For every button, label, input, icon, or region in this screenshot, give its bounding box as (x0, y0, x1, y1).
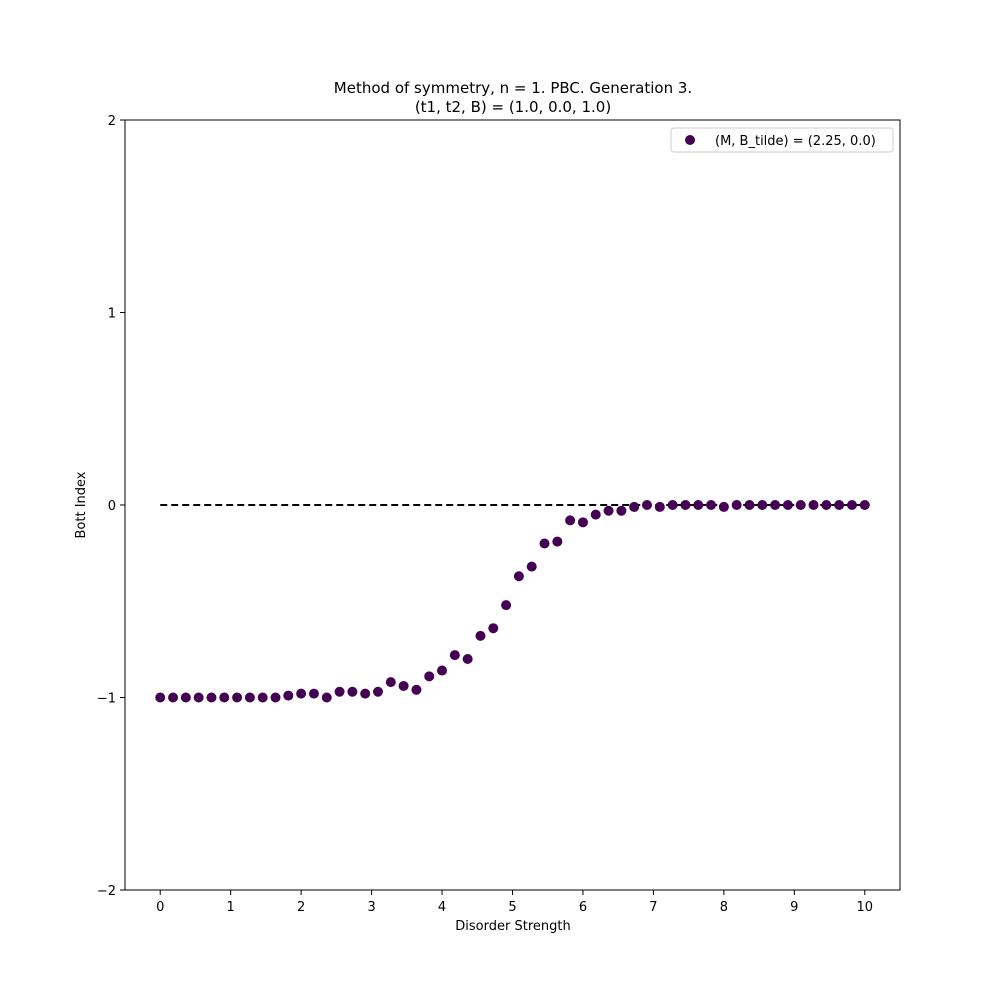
data-point (488, 623, 499, 634)
y-axis-label: Bott Index (74, 471, 89, 538)
data-point (219, 692, 230, 703)
data-point (180, 692, 191, 703)
data-point (642, 500, 653, 510)
data-point (257, 692, 268, 703)
data-point (437, 665, 448, 676)
data-point (757, 500, 768, 510)
data-point (411, 684, 422, 695)
data-point (398, 680, 409, 691)
data-point (731, 500, 742, 510)
data-point (321, 692, 332, 703)
data-point (526, 561, 537, 572)
data-point (347, 686, 358, 697)
y-tick-label: 2 (108, 114, 116, 129)
data-point (501, 600, 512, 611)
x-tick-label: 4 (438, 900, 446, 915)
scatter-series (155, 500, 870, 703)
x-tick-label: 1 (227, 900, 235, 915)
data-point (270, 692, 281, 703)
data-point (590, 509, 601, 520)
data-point (513, 571, 524, 582)
x-tick-label: 5 (508, 900, 516, 915)
data-point (834, 500, 845, 510)
data-point (782, 500, 793, 510)
data-point (821, 500, 832, 510)
data-point (539, 538, 550, 549)
data-point (565, 515, 576, 526)
data-point (206, 692, 217, 703)
data-point (308, 688, 319, 699)
data-point (629, 501, 640, 512)
data-point (795, 500, 806, 510)
data-point (334, 686, 345, 697)
data-point (168, 692, 179, 703)
data-point (859, 500, 870, 510)
y-tick-label: 1 (108, 307, 116, 322)
legend-box (670, 127, 894, 153)
legend: (M, B_tilde) = (2.25, 0.0) (670, 127, 894, 153)
data-point (846, 500, 857, 510)
data-point (193, 692, 204, 703)
chart-title-line1: Method of symmetry, n = 1. PBC. Generati… (334, 79, 692, 97)
data-point (552, 536, 563, 547)
data-point (232, 692, 243, 703)
x-tick-label: 10 (856, 900, 873, 915)
legend-marker (685, 135, 695, 145)
data-point (603, 505, 614, 516)
x-tick-label: 7 (649, 900, 657, 915)
data-point (718, 501, 729, 512)
data-point (770, 500, 781, 510)
data-point (744, 500, 755, 510)
y-tick-label: −1 (97, 692, 116, 707)
data-point (706, 500, 717, 510)
y-tick-label: −2 (97, 884, 116, 899)
y-axis: −2 −1 0 1 2 (97, 114, 125, 899)
x-tick-label: 6 (579, 900, 587, 915)
x-tick-label: 9 (790, 900, 798, 915)
data-point (475, 630, 486, 641)
x-tick-label: 0 (156, 900, 164, 915)
data-point (616, 505, 627, 516)
x-axis: 0 1 2 3 4 5 6 7 8 9 10 (156, 890, 873, 915)
data-point (385, 677, 396, 688)
data-point (244, 692, 255, 703)
data-point (360, 688, 371, 699)
chart-title-line2: (t1, t2, B) = (1.0, 0.0, 1.0) (415, 98, 611, 116)
data-point (693, 500, 704, 510)
x-tick-label: 8 (720, 900, 728, 915)
data-point (449, 650, 460, 661)
data-point (424, 671, 435, 682)
x-tick-label: 2 (297, 900, 305, 915)
data-point (462, 654, 473, 664)
data-point (667, 500, 678, 510)
legend-label: (M, B_tilde) = (2.25, 0.0) (715, 134, 876, 149)
data-point (296, 688, 307, 699)
y-tick-label: 0 (108, 499, 116, 514)
data-point (155, 692, 166, 703)
data-point (654, 501, 665, 512)
data-point (577, 517, 588, 528)
data-point (680, 500, 691, 510)
x-tick-label: 3 (367, 900, 375, 915)
data-point (808, 500, 819, 510)
data-point (372, 686, 383, 697)
x-axis-label: Disorder Strength (455, 919, 570, 934)
data-point (283, 690, 294, 701)
